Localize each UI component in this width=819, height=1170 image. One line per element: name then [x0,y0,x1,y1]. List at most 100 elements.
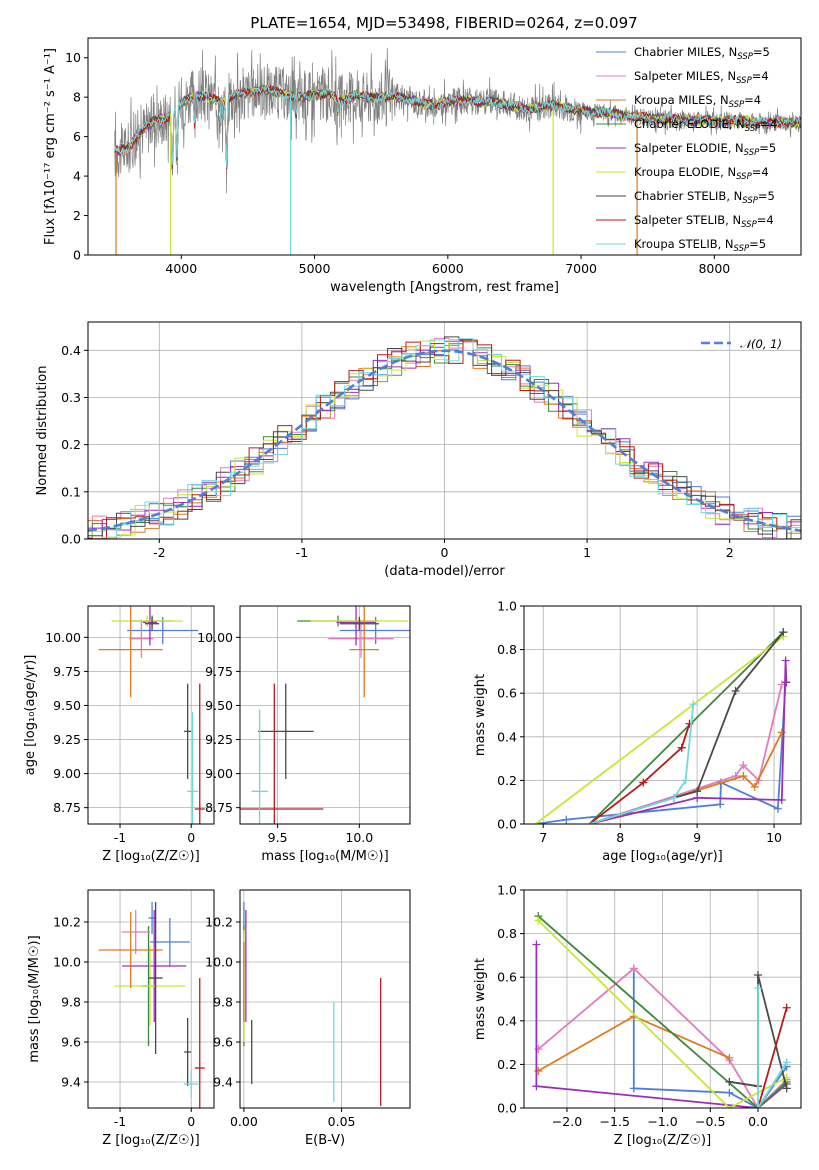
y-tick-label: 10.00 [45,630,81,645]
x-axis-label: (data-model)/error [384,564,505,579]
x-tick-label: 9.5 [268,830,288,845]
legend-label-subscript: SSP [741,220,757,230]
model-spectrum-cyan [114,84,801,168]
histogram-pink [88,337,801,539]
data-point-marker-blue [629,1084,638,1093]
y-tick-label: 0.6 [497,686,517,701]
x-axis-label: Z [log₁₀(Z/Z☉)] [102,1133,199,1148]
y-tick-label: 9.6 [213,1035,233,1050]
histogram-plot-area [88,336,801,539]
y-tick-label: 9.00 [205,766,233,781]
y-tick-label: 0.0 [497,1101,517,1116]
y-axis-label: mass weight [473,958,488,1040]
y-tick-label: 10.00 [197,630,233,645]
legend-label-count: =5 [758,189,775,203]
y-tick-label: 0.8 [497,642,517,657]
data-point-marker-darkgray [725,1077,734,1086]
y-tick-label: 0.2 [497,1057,517,1072]
y-tick-label: 0.4 [61,343,81,358]
mass-weight-vs-metallicity-panel: −2.0 −1.5 −1.0 −0.5 0.0 0.0 0.2 0.4 0.6 0.8 1.0 Z [… [473,883,802,1148]
x-tick-label: 10 [766,830,782,845]
legend-label-main: Kroupa MILES, N [634,93,729,107]
series-line-purple [589,660,788,824]
legend-label-count: =4 [744,93,761,107]
legend-label-subscript: SSP [729,100,745,110]
y-tick-label: 0.4 [497,1013,517,1028]
y-tick-label: 9.75 [205,664,233,679]
x-tick-label: -1 [114,830,126,845]
data-point-marker-orange [750,782,759,791]
axes-frame [87,605,215,825]
legend-label-main: Chabrier STELIB, N [634,189,742,203]
data-point-marker-purple [777,796,786,805]
residual-histogram-panel: -2 -1 0 1 2 0.0 0.1 0.2 0.3 0.4 (data-model)/error… [35,321,802,579]
y-tick-label: 10.0 [205,955,233,970]
data-point-marker-cyan [754,984,763,993]
data-point-marker-blue [716,800,725,809]
y-tick-label: 0.0 [61,532,81,547]
y-tick-label: 0.3 [61,390,81,405]
y-tick-label: 0.4 [497,729,517,744]
legend-label-count: =4 [757,213,774,227]
y-tick-label: 9.50 [53,698,81,713]
x-tick-label: -2 [153,545,165,560]
legend-label-subscript: SSP [736,172,752,182]
axes-frame [239,889,411,1109]
legend-label-subscript: SSP [742,196,758,206]
legend-label-main: Salpeter STELIB, N [634,213,741,227]
x-tick-label: −2.0 [552,1114,582,1129]
x-tick-label: 0 [441,545,449,560]
x-tick-label: 4000 [165,261,197,276]
y-tick-label: 0.2 [61,437,81,452]
y-tick-label: 4 [73,169,81,184]
line-plot-area [534,628,791,824]
legend-label: Chabrier STELIB, NSSP=5 [634,189,775,206]
legend-label: Salpeter MILES, NSSP=4 [634,69,769,86]
y-tick-label: 9.4 [61,1075,81,1090]
legend-label-main: Kroupa STELIB, N [634,237,734,251]
data-point-marker-purple [532,940,541,949]
legend-label: Kroupa STELIB, NSSP=5 [634,237,766,254]
legend-label: Chabrier MILES, NSSP=5 [634,45,770,62]
x-tick-label: 7000 [565,261,597,276]
axes-frame [239,605,411,825]
x-axis-label: E(B-V) [305,1133,345,1148]
series-line-cyan [589,704,695,824]
data-point-marker-purple [782,678,791,687]
y-tick-label: 0.2 [497,773,517,788]
legend-label-subscript: SSP [734,244,750,254]
axes-frame [87,37,802,256]
legend-label: Kroupa MILES, NSSP=4 [634,93,761,110]
y-tick-label: 9.8 [61,995,81,1010]
data-point-marker-darkred [782,1003,791,1012]
y-tick-label: 9.00 [53,766,81,781]
legend-label: Salpeter ELODIE, NSSP=5 [634,141,776,158]
y-axis-label: Flux [fλ10⁻¹⁷ erg cm⁻² s⁻¹ A⁻¹] [43,48,58,245]
axes-frame [523,605,802,825]
spectrum-plot-area [114,47,801,255]
x-tick-label: 0.0 [748,1114,768,1129]
y-tick-label: 9.8 [213,995,233,1010]
x-axis-label: mass [log₁₀(M/M☉)] [261,849,388,864]
observed-spectrum-line [114,47,801,194]
data-point-marker-cyan [670,793,679,802]
y-axis-label: Normed distribution [35,366,50,496]
legend-label-normal: 𝒩(0, 1) [740,337,782,351]
age-vs-mass-panel: 9.5 10.0 8.75 9.00 9.25 9.50 9.75 10.00 mass [lo… [197,605,411,864]
y-tick-label: 6 [73,129,81,144]
line-plot-area [532,912,791,1108]
y-tick-label: 0.0 [497,817,517,832]
scatter-plot-area [240,606,410,824]
legend-label-subscript: SSP [736,76,752,86]
x-tick-label: 8 [616,830,624,845]
normal-reference-curve [88,349,801,532]
data-point-marker-darkgray [782,1084,791,1093]
x-axis-label: Z [log₁₀(Z/Z☉)] [614,1133,711,1148]
spectrum-panel: 4000 5000 6000 7000 8000 0 2 4 6 8 10 wavelength [A… [43,37,802,295]
x-tick-label: 8000 [698,261,730,276]
data-point-marker-darkred [639,778,648,787]
legend-label-main: Chabrier ELODIE, N [634,117,745,131]
axes-frame [523,889,802,1109]
series-line-purple [535,944,788,1108]
